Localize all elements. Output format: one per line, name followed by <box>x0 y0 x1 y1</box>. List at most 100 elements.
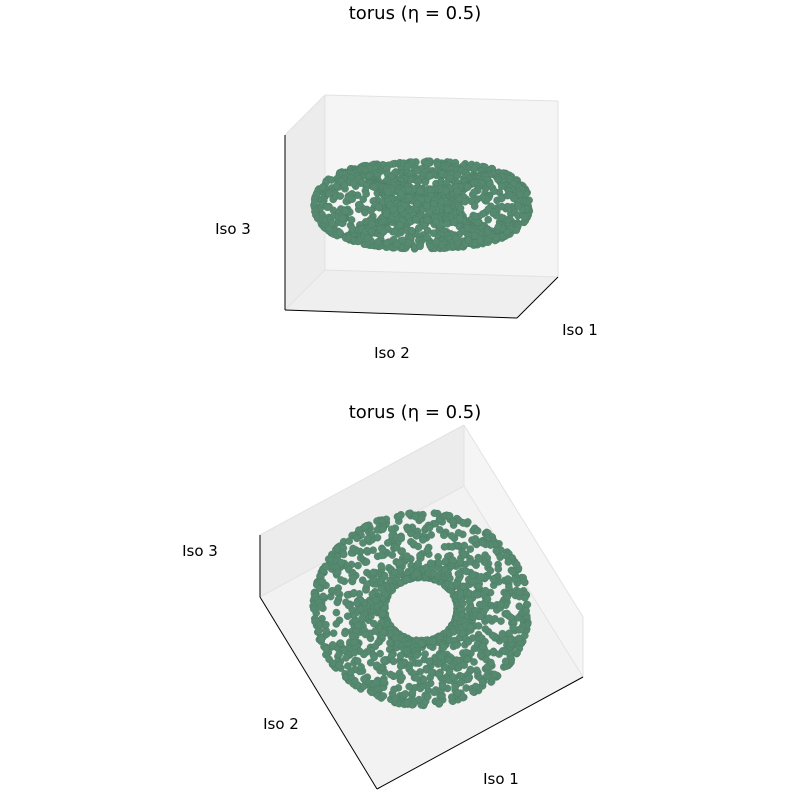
scatter-point <box>435 559 443 568</box>
pane-back-left <box>285 95 325 310</box>
scatter-point <box>434 553 442 561</box>
scatter-point <box>369 619 378 628</box>
scatter-point <box>398 236 407 245</box>
scatter-point <box>513 649 521 657</box>
scatter-point <box>322 645 330 653</box>
scatter-point <box>340 181 349 190</box>
scatter-point <box>316 584 324 593</box>
scatter-point <box>357 663 365 671</box>
scatter-point <box>514 202 522 210</box>
scatter-point <box>419 676 428 684</box>
scatter-point <box>471 212 480 221</box>
scatter-point <box>353 534 361 543</box>
scatter-point <box>333 598 342 607</box>
scatter-point <box>435 699 444 708</box>
scatter-point <box>464 638 473 646</box>
scatter-point <box>323 203 332 212</box>
scatter-point <box>353 657 362 665</box>
scatter-point <box>341 629 349 638</box>
scatter-point <box>388 551 397 559</box>
scatter-point <box>416 186 425 195</box>
scatter-point <box>463 223 472 232</box>
scatter-point <box>438 682 447 691</box>
scatter-point <box>430 509 439 518</box>
scatter-point <box>393 240 401 249</box>
scatter-point <box>405 193 414 202</box>
scatter-point <box>448 543 457 551</box>
scatter-point <box>396 662 405 671</box>
scatter-point <box>336 228 344 237</box>
scatter-point <box>350 648 359 657</box>
scatter-point <box>380 656 388 665</box>
scatter-point <box>484 215 493 224</box>
scatter-point <box>375 203 383 212</box>
scatter-point <box>459 582 467 591</box>
scatter-point <box>517 625 526 634</box>
scatter-point <box>456 558 465 566</box>
scatter-point <box>427 531 436 539</box>
scatter-point <box>470 164 479 173</box>
scatter-point <box>338 214 347 223</box>
scatter-point <box>414 659 423 667</box>
scatter-point <box>412 569 421 578</box>
scatter-point <box>316 603 325 611</box>
scatter-point <box>509 568 517 576</box>
scatter-point <box>373 661 381 670</box>
scatter-point <box>347 216 356 224</box>
scatter-point <box>379 692 388 700</box>
scatter-point <box>310 198 319 207</box>
scatter-point <box>328 641 337 649</box>
scatter-point <box>509 624 517 632</box>
scatter-point <box>344 601 353 610</box>
scatter-point <box>340 646 348 655</box>
scatter-point <box>454 529 463 537</box>
scatter-point <box>478 678 487 686</box>
scatter-point <box>417 514 426 523</box>
scatter-point <box>322 620 330 629</box>
scatter-point <box>358 613 367 622</box>
scatter-point <box>407 226 416 235</box>
scatter-point <box>413 199 422 208</box>
scatter-point <box>520 577 529 586</box>
scatter-point <box>514 614 523 622</box>
scatter-point <box>484 205 493 213</box>
x-axis-line <box>516 276 559 319</box>
scatter-point <box>429 229 438 237</box>
scatter-point <box>339 550 348 559</box>
scatter-point <box>337 576 345 584</box>
scatter-point <box>412 532 421 540</box>
scatter-point <box>477 573 485 581</box>
scatter-point <box>421 650 429 658</box>
scatter-point <box>468 577 476 586</box>
scatter-point <box>453 171 462 180</box>
scatter-point <box>426 559 435 568</box>
scatter-point <box>335 661 344 669</box>
scatter-point <box>497 617 505 625</box>
scatter-point <box>390 685 398 694</box>
scatter-point <box>378 609 387 618</box>
scatter-point <box>332 608 341 617</box>
plot-bottom: torus (η = 0.5) Iso 1 Iso 2 Iso 3 <box>182 402 584 790</box>
scatter-point <box>470 202 479 210</box>
scatter-point <box>466 545 475 553</box>
scatter-point <box>383 539 392 547</box>
scatter-point <box>449 518 457 526</box>
scatter-point <box>421 178 430 186</box>
scatter-point <box>412 674 420 682</box>
scatter-point <box>522 607 531 615</box>
scatter-point <box>370 653 378 662</box>
scatter-point <box>363 580 371 589</box>
scatter-point <box>403 552 411 560</box>
scatter-point <box>429 569 438 578</box>
scatter-point <box>463 183 472 191</box>
scatter-point <box>434 670 443 679</box>
scatter-point <box>349 544 357 553</box>
scatter-point <box>367 227 376 236</box>
scatter-point <box>361 630 370 639</box>
scatter-point <box>405 682 414 691</box>
scatter-point <box>484 228 492 237</box>
scatter-point <box>489 575 498 583</box>
scatter-point <box>333 568 342 577</box>
scatter-point <box>359 539 367 547</box>
scatter-point <box>505 191 514 199</box>
